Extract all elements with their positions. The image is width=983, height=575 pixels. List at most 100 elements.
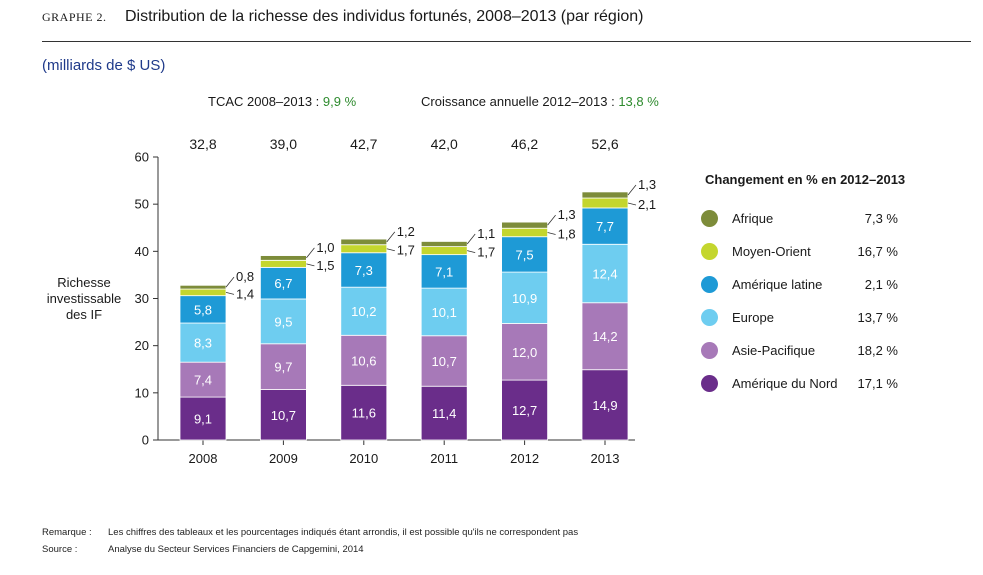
callout-leader bbox=[225, 291, 235, 295]
segment-value-label: 1,2 bbox=[397, 224, 415, 239]
growth-label: Croissance annuelle 2012–2013 : bbox=[421, 94, 615, 109]
bar-segment bbox=[340, 244, 388, 254]
legend-item: Asie-Pacifique 18,2 % bbox=[698, 340, 898, 362]
bar-segment bbox=[501, 236, 549, 273]
legend-swatch bbox=[701, 243, 718, 260]
segment-value-label: 9,7 bbox=[274, 360, 292, 375]
bar-segment bbox=[179, 361, 227, 398]
legend-item: Europe 13,7 % bbox=[698, 307, 898, 329]
legend-swatch bbox=[701, 309, 718, 326]
callout-leader bbox=[547, 232, 556, 235]
callout-leader bbox=[386, 231, 396, 243]
segment-value-label: 1,4 bbox=[236, 286, 254, 301]
bar-segment bbox=[501, 227, 549, 238]
segment-value-label: 12,4 bbox=[592, 267, 617, 282]
callout-leader bbox=[547, 214, 556, 226]
bar-total-label: 32,8 bbox=[189, 136, 216, 152]
segment-value-label: 0,8 bbox=[236, 269, 254, 284]
bar-segment bbox=[259, 343, 307, 390]
bar-segment bbox=[179, 284, 227, 290]
segment-value-label: 1,0 bbox=[316, 240, 334, 255]
bar-segment bbox=[259, 266, 307, 300]
segment-value-label: 1,3 bbox=[558, 207, 576, 222]
source-text: Analyse du Secteur Services Financiers d… bbox=[108, 544, 364, 555]
bar-segment bbox=[259, 255, 307, 261]
legend-swatch bbox=[701, 276, 718, 293]
segment-value-label: 7,7 bbox=[596, 219, 614, 234]
bar-segment bbox=[340, 238, 388, 246]
remark-label: Remarque : bbox=[42, 527, 92, 538]
bar-segment bbox=[179, 295, 227, 324]
bar-segment bbox=[340, 334, 388, 386]
bar-segment bbox=[179, 322, 227, 363]
bar-segment bbox=[259, 259, 307, 268]
callout-leader bbox=[627, 202, 637, 206]
segment-value-label: 10,6 bbox=[351, 353, 376, 368]
y-tick-label: 0 bbox=[142, 433, 149, 448]
segment-value-label: 1,7 bbox=[397, 243, 415, 258]
segment-value-label: 5,8 bbox=[194, 302, 212, 317]
chart-title: Distribution de la richesse des individu… bbox=[124, 8, 644, 25]
segment-value-label: 1,3 bbox=[638, 177, 656, 192]
source-label: Source : bbox=[42, 544, 78, 555]
legend-label: Europe bbox=[732, 310, 774, 325]
segment-value-label: 1,5 bbox=[316, 258, 334, 273]
segment-value-label: 11,4 bbox=[432, 406, 456, 421]
legend-item: Moyen-Orient 16,7 % bbox=[698, 241, 898, 263]
legend-percent: 13,7 % bbox=[857, 310, 898, 325]
segment-value-label: 12,0 bbox=[512, 345, 537, 360]
legend-swatch bbox=[701, 210, 718, 227]
bar-total-label: 39,0 bbox=[270, 136, 297, 152]
bar-segment bbox=[179, 288, 227, 297]
callout-leader bbox=[466, 233, 476, 245]
bar-segment bbox=[259, 389, 307, 441]
y-tick-label: 60 bbox=[135, 150, 149, 165]
legend-label: Afrique bbox=[732, 211, 774, 226]
segment-value-label: 10,9 bbox=[512, 291, 537, 306]
chart-header: GRAPHE 2. Distribution de la richesse de… bbox=[42, 8, 644, 26]
x-tick-label: 2010 bbox=[349, 451, 378, 466]
y-axis-label: Richesse investissable des IF bbox=[46, 275, 122, 322]
growth-value: 13,8 % bbox=[618, 94, 659, 109]
header-divider bbox=[42, 41, 971, 42]
segment-value-label: 12,7 bbox=[512, 403, 537, 418]
x-tick-label: 2011 bbox=[430, 451, 458, 466]
legend-swatch bbox=[701, 342, 718, 359]
remark-text: Les chiffres des tableaux et les pourcen… bbox=[108, 527, 579, 538]
bar-segment bbox=[581, 243, 629, 304]
segment-value-label: 10,7 bbox=[271, 408, 296, 423]
legend-percent: 17,1 % bbox=[857, 376, 898, 391]
footer-remark: Remarque : Les chiffres des tableaux et l… bbox=[42, 527, 578, 538]
bar-segment bbox=[420, 385, 468, 441]
segment-value-label: 1,7 bbox=[477, 245, 495, 260]
x-tick-label: 2013 bbox=[591, 451, 620, 466]
segment-value-label: 9,1 bbox=[194, 412, 212, 427]
legend-label: Asie-Pacifique bbox=[732, 343, 816, 358]
bar-segment bbox=[420, 246, 468, 256]
bar-segment bbox=[420, 287, 468, 337]
segment-value-label: 10,2 bbox=[351, 304, 376, 319]
segment-value-label: 9,5 bbox=[274, 314, 292, 329]
y-tick-label: 50 bbox=[135, 197, 149, 212]
y-tick-label: 20 bbox=[135, 338, 149, 353]
bar-total-label: 42,7 bbox=[350, 136, 377, 152]
growth-stat: Croissance annuelle 2012–2013 : 13,8 % bbox=[421, 94, 659, 109]
segment-value-label: 1,1 bbox=[477, 226, 495, 241]
segment-value-label: 14,9 bbox=[592, 398, 617, 413]
cagr-value: 9,9 % bbox=[322, 94, 357, 109]
legend-percent: 16,7 % bbox=[857, 244, 898, 259]
segment-value-label: 7,3 bbox=[355, 263, 373, 278]
bar-segment bbox=[501, 323, 549, 381]
y-tick-label: 40 bbox=[135, 244, 149, 259]
segment-value-label: 7,4 bbox=[194, 373, 212, 388]
legend-label: Amérique latine bbox=[732, 277, 823, 292]
callout-leader bbox=[306, 247, 315, 259]
bar-segment bbox=[581, 302, 629, 371]
callout-leader bbox=[225, 276, 235, 288]
segment-value-label: 2,1 bbox=[638, 197, 656, 212]
legend-percent: 7,3 % bbox=[864, 211, 898, 226]
bar-segment bbox=[581, 197, 629, 209]
x-tick-label: 2008 bbox=[189, 451, 218, 466]
bar-segment bbox=[340, 252, 388, 288]
